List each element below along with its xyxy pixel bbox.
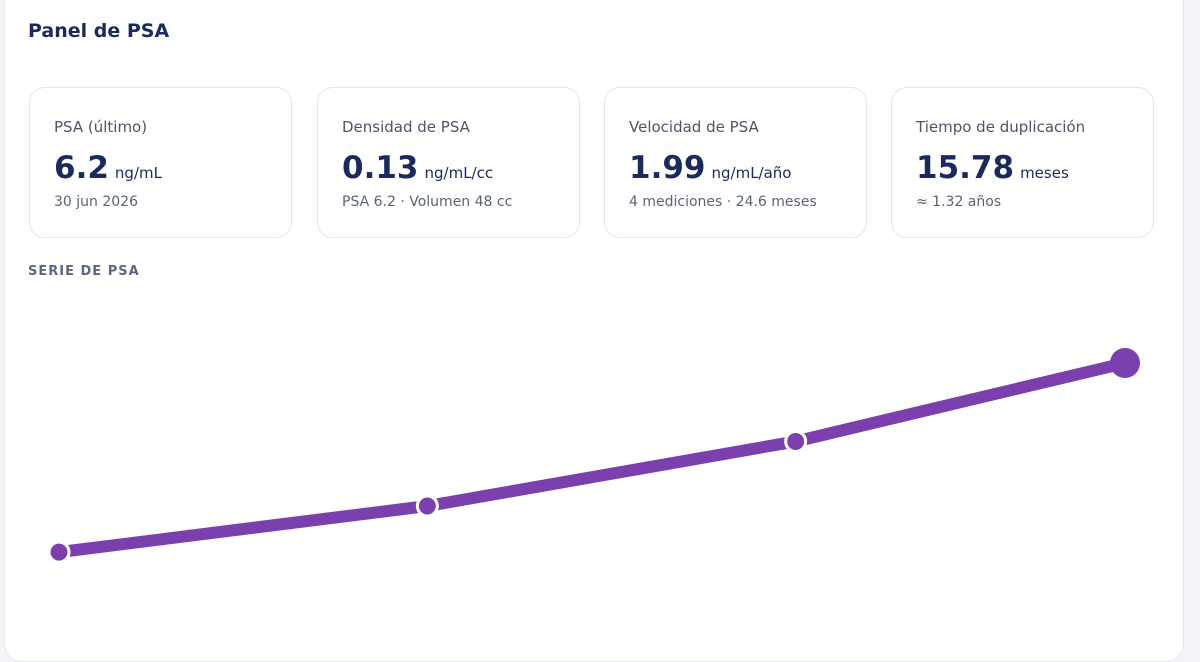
series-line xyxy=(58,357,1127,559)
stat-unit: ng/mL/cc xyxy=(424,164,494,182)
stat-value-row: 15.78 meses xyxy=(916,150,1069,186)
stat-card: Tiempo de duplicación 15.78 meses ≈ 1.32 añ… xyxy=(891,87,1154,238)
section-title: SERIE DE PSA xyxy=(28,264,140,279)
stat-value-row: 6.2 ng/mL xyxy=(54,150,162,186)
data-point xyxy=(1110,348,1140,379)
stat-value-row: 1.99 ng/mL/año xyxy=(629,150,791,186)
stat-value-row: 0.13 ng/mL/cc xyxy=(342,150,493,186)
data-point xyxy=(415,494,439,518)
page: Panel de PSA PSA (último) 6.2 ng/mL 30 jun … xyxy=(4,0,1184,662)
stat-label: PSA (último) xyxy=(54,118,148,136)
data-point xyxy=(784,429,808,453)
stat-label: Tiempo de duplicación xyxy=(916,118,1086,136)
stat-note: 30 jun 2026 xyxy=(54,194,138,210)
stat-unit: ng/mL/año xyxy=(711,164,792,182)
stat-value: 1.99 xyxy=(629,150,706,186)
stat-value: 0.13 xyxy=(342,150,419,186)
stat-label: Velocidad de PSA xyxy=(629,118,759,136)
panel-title: Panel de PSA xyxy=(28,20,170,42)
stat-note: 4 mediciones · 24.6 meses xyxy=(629,194,817,210)
data-point xyxy=(47,540,71,564)
stat-label: Densidad de PSA xyxy=(342,118,470,136)
stat-note: PSA 6.2 · Volumen 48 cc xyxy=(342,194,513,210)
stat-card: Densidad de PSA 0.13 ng/mL/cc PSA 6.2 · Vol… xyxy=(317,87,580,238)
stat-unit: ng/mL xyxy=(114,164,162,182)
stat-card: PSA (último) 6.2 ng/mL 30 jun 2026 xyxy=(29,87,292,238)
stat-value: 15.78 xyxy=(916,150,1015,186)
stat-value: 6.2 xyxy=(54,150,109,186)
stat-unit: meses xyxy=(1020,164,1069,182)
stat-note: ≈ 1.32 años xyxy=(916,194,1002,210)
stat-card: Velocidad de PSA 1.99 ng/mL/año 4 medicione… xyxy=(604,87,867,238)
chart xyxy=(47,348,1140,564)
